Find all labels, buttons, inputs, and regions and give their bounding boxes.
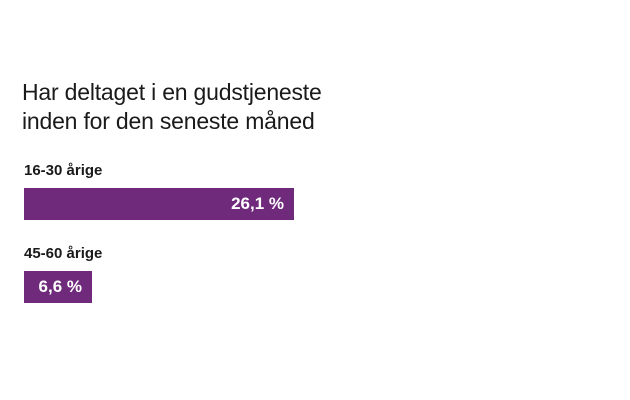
- chart-title-line-2: inden for den seneste måned: [22, 108, 315, 134]
- chart-title: Har deltaget i en gudstjeneste inden for…: [22, 78, 582, 136]
- category-label: 45-60 årige: [24, 245, 103, 262]
- bar-row-45-60: 45-60 årige 6,6 %: [24, 245, 584, 303]
- chart-title-line-1: Har deltaget i en gudstjeneste: [22, 79, 322, 105]
- bar-row-16-30: 16-30 årige 26,1 %: [24, 162, 584, 220]
- bar: 26,1 %: [24, 188, 294, 220]
- bar-value-label: 6,6 %: [38, 277, 82, 296]
- bar: 6,6 %: [24, 271, 92, 303]
- bar-value-label: 26,1 %: [231, 194, 284, 213]
- category-label: 16-30 årige: [24, 162, 103, 179]
